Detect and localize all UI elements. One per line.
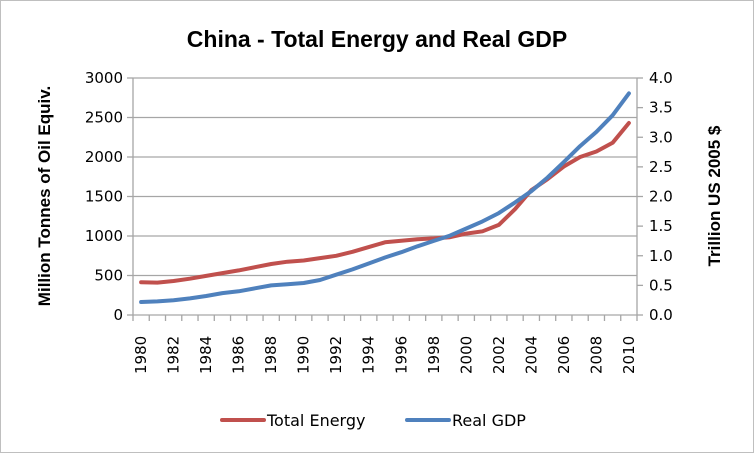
x-tick-label: 1988 — [262, 336, 280, 374]
y-tick-label: 500 — [94, 267, 123, 285]
y-tick-label: 3000 — [85, 69, 123, 87]
x-axis-ticks: 1980 1982 1984 1986 1988 1990 1992 1994 1996 1998… — [132, 315, 638, 374]
y2-tick-label: 0.0 — [649, 306, 673, 324]
y2-tick-label: 1.5 — [649, 217, 673, 235]
chart-title: China - Total Energy and Real GDP — [187, 26, 567, 52]
x-tick-label: 1992 — [327, 336, 345, 374]
y2-tick-label: 1.0 — [649, 247, 673, 265]
y2-tick-label: 2.5 — [649, 158, 673, 176]
x-tick-label: 1998 — [425, 336, 443, 374]
gridlines — [133, 77, 637, 277]
x-tick-label: 1980 — [132, 336, 150, 374]
y-axis-right-title: Trillion US 2005 $ — [705, 125, 724, 266]
y-tick-label: 2500 — [85, 109, 123, 127]
legend: Total Energy Real GDP — [220, 411, 526, 430]
y2-tick-label: 2.0 — [649, 188, 673, 206]
y2-tick-label: 3.0 — [649, 128, 673, 146]
legend-label-total-energy: Total Energy — [266, 411, 365, 430]
x-tick-label: 1982 — [165, 336, 183, 374]
x-tick-label: 1994 — [360, 336, 378, 374]
x-tick-label: 1996 — [392, 336, 410, 374]
y-axis-left-ticks: 0 500 1000 1500 2000 2500 3000 — [85, 69, 133, 324]
y-tick-label: 1500 — [85, 188, 123, 206]
x-tick-label: 1990 — [295, 336, 313, 374]
legend-label-real-gdp: Real GDP — [452, 411, 526, 430]
y-axis-right-ticks: 0.0 0.5 1.0 1.5 2.0 2.5 3.0 3.5 4.0 — [637, 69, 673, 324]
x-tick-label: 1984 — [197, 336, 215, 374]
x-tick-label: 1986 — [230, 336, 248, 374]
y2-tick-label: 3.5 — [649, 99, 673, 117]
x-tick-label: 2004 — [522, 336, 540, 374]
x-tick-label: 2006 — [555, 336, 573, 374]
y-axis-left-title: Million Tonnes of Oil Equiv. — [35, 86, 54, 306]
series-line-real-gdp — [139, 91, 631, 304]
x-tick-label: 2000 — [457, 336, 475, 374]
series-lines — [139, 91, 631, 304]
y-tick-label: 2000 — [85, 148, 123, 166]
y-tick-label: 0 — [113, 306, 123, 324]
y2-tick-label: 4.0 — [649, 69, 673, 87]
x-tick-label: 2010 — [620, 336, 638, 374]
y2-tick-label: 0.5 — [649, 276, 673, 294]
y-tick-label: 1000 — [85, 227, 123, 245]
x-tick-label: 2008 — [587, 336, 605, 374]
x-tick-label: 2002 — [490, 336, 508, 374]
